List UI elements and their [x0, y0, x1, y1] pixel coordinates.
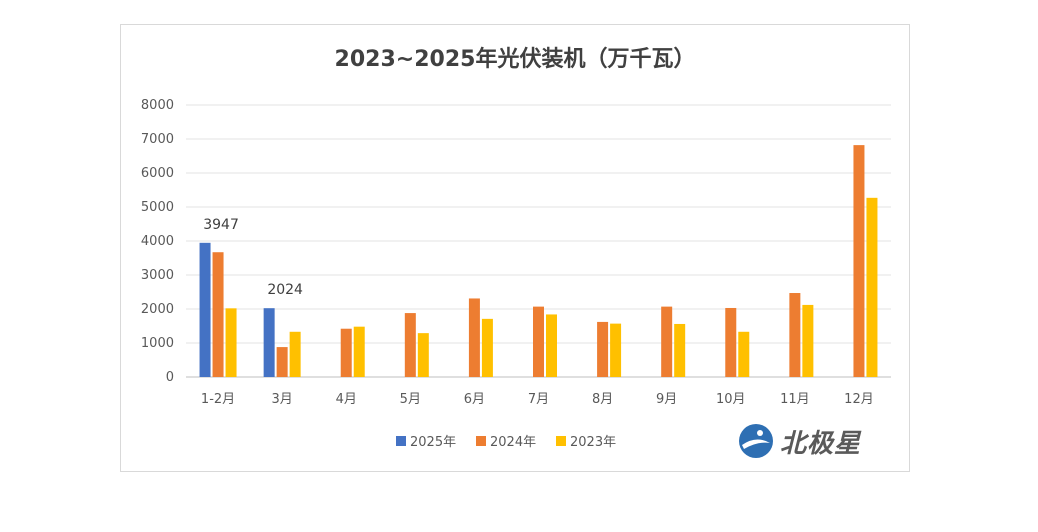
- bar-2023年: [738, 331, 750, 377]
- bar-chart: 0 1000 2000 3000 4000 5000 6000 7000 8000 1-2月 3月 4…: [141, 98, 891, 450]
- bar-2024年: [468, 298, 480, 377]
- y-tick-label: 7000: [141, 132, 174, 147]
- data-label: 3947: [203, 217, 239, 233]
- bar-2023年: [866, 197, 878, 377]
- y-tick-label: 3000: [141, 268, 174, 283]
- x-tick-label: 4月: [336, 392, 357, 407]
- legend-label: 2024年: [490, 435, 536, 450]
- bar-2024年: [853, 145, 865, 377]
- chart-frame: 2023~2025年光伏装机（万千瓦） 0 1000 2000 3000 4000 500…: [120, 24, 910, 472]
- bar-2023年: [610, 323, 622, 377]
- x-tick-label: 3月: [271, 392, 292, 407]
- bar-2024年: [404, 313, 416, 377]
- polaris-logo-icon: [739, 424, 773, 458]
- chart-title: 2023~2025年光伏装机（万千瓦）: [334, 47, 696, 72]
- y-tick-label: 0: [166, 370, 174, 385]
- bar-2023年: [225, 308, 237, 377]
- x-tick-label: 7月: [528, 392, 549, 407]
- watermark-logo: 北极星: [736, 421, 906, 461]
- y-tick-label: 8000: [141, 98, 174, 113]
- data-label: 2024: [267, 282, 303, 298]
- bar-2023年: [481, 318, 493, 377]
- bar-2024年: [789, 293, 801, 377]
- bar-2024年: [661, 306, 673, 377]
- x-tick-label: 6月: [464, 392, 485, 407]
- bar-2024年: [725, 307, 737, 377]
- legend-label: 2023年: [570, 435, 616, 450]
- x-tick-label: 11月: [780, 392, 810, 407]
- bar-2023年: [353, 326, 365, 377]
- y-tick-label: 4000: [141, 234, 174, 249]
- legend-swatch: [396, 436, 406, 446]
- watermark-text: 北极星: [780, 429, 862, 459]
- bar-2024年: [533, 306, 544, 377]
- y-tick-label: 1000: [141, 336, 174, 351]
- bar-2024年: [597, 321, 609, 377]
- bar-2023年: [417, 333, 429, 377]
- bar-2024年: [276, 347, 288, 377]
- bar-2025年: [263, 308, 275, 377]
- y-tick-label: 2000: [141, 302, 174, 317]
- x-tick-label: 9月: [656, 392, 677, 407]
- y-tick-label: 6000: [141, 166, 174, 181]
- bar-2023年: [802, 304, 814, 377]
- bar-2023年: [674, 323, 686, 377]
- x-tick-label: 8月: [592, 392, 613, 407]
- x-tick-label: 1-2月: [201, 392, 235, 407]
- bar-2024年: [340, 328, 352, 377]
- x-tick-label: 5月: [400, 392, 421, 407]
- bar-2023年: [546, 314, 557, 377]
- bar-2024年: [212, 252, 224, 377]
- bar-2025年: [199, 242, 211, 377]
- x-tick-label: 10月: [716, 392, 746, 407]
- legend-label: 2025年: [410, 435, 456, 450]
- legend-swatch: [476, 436, 486, 446]
- y-tick-label: 5000: [141, 200, 174, 215]
- legend-swatch: [556, 436, 566, 446]
- bar-2023年: [289, 331, 301, 377]
- x-tick-label: 12月: [844, 392, 874, 407]
